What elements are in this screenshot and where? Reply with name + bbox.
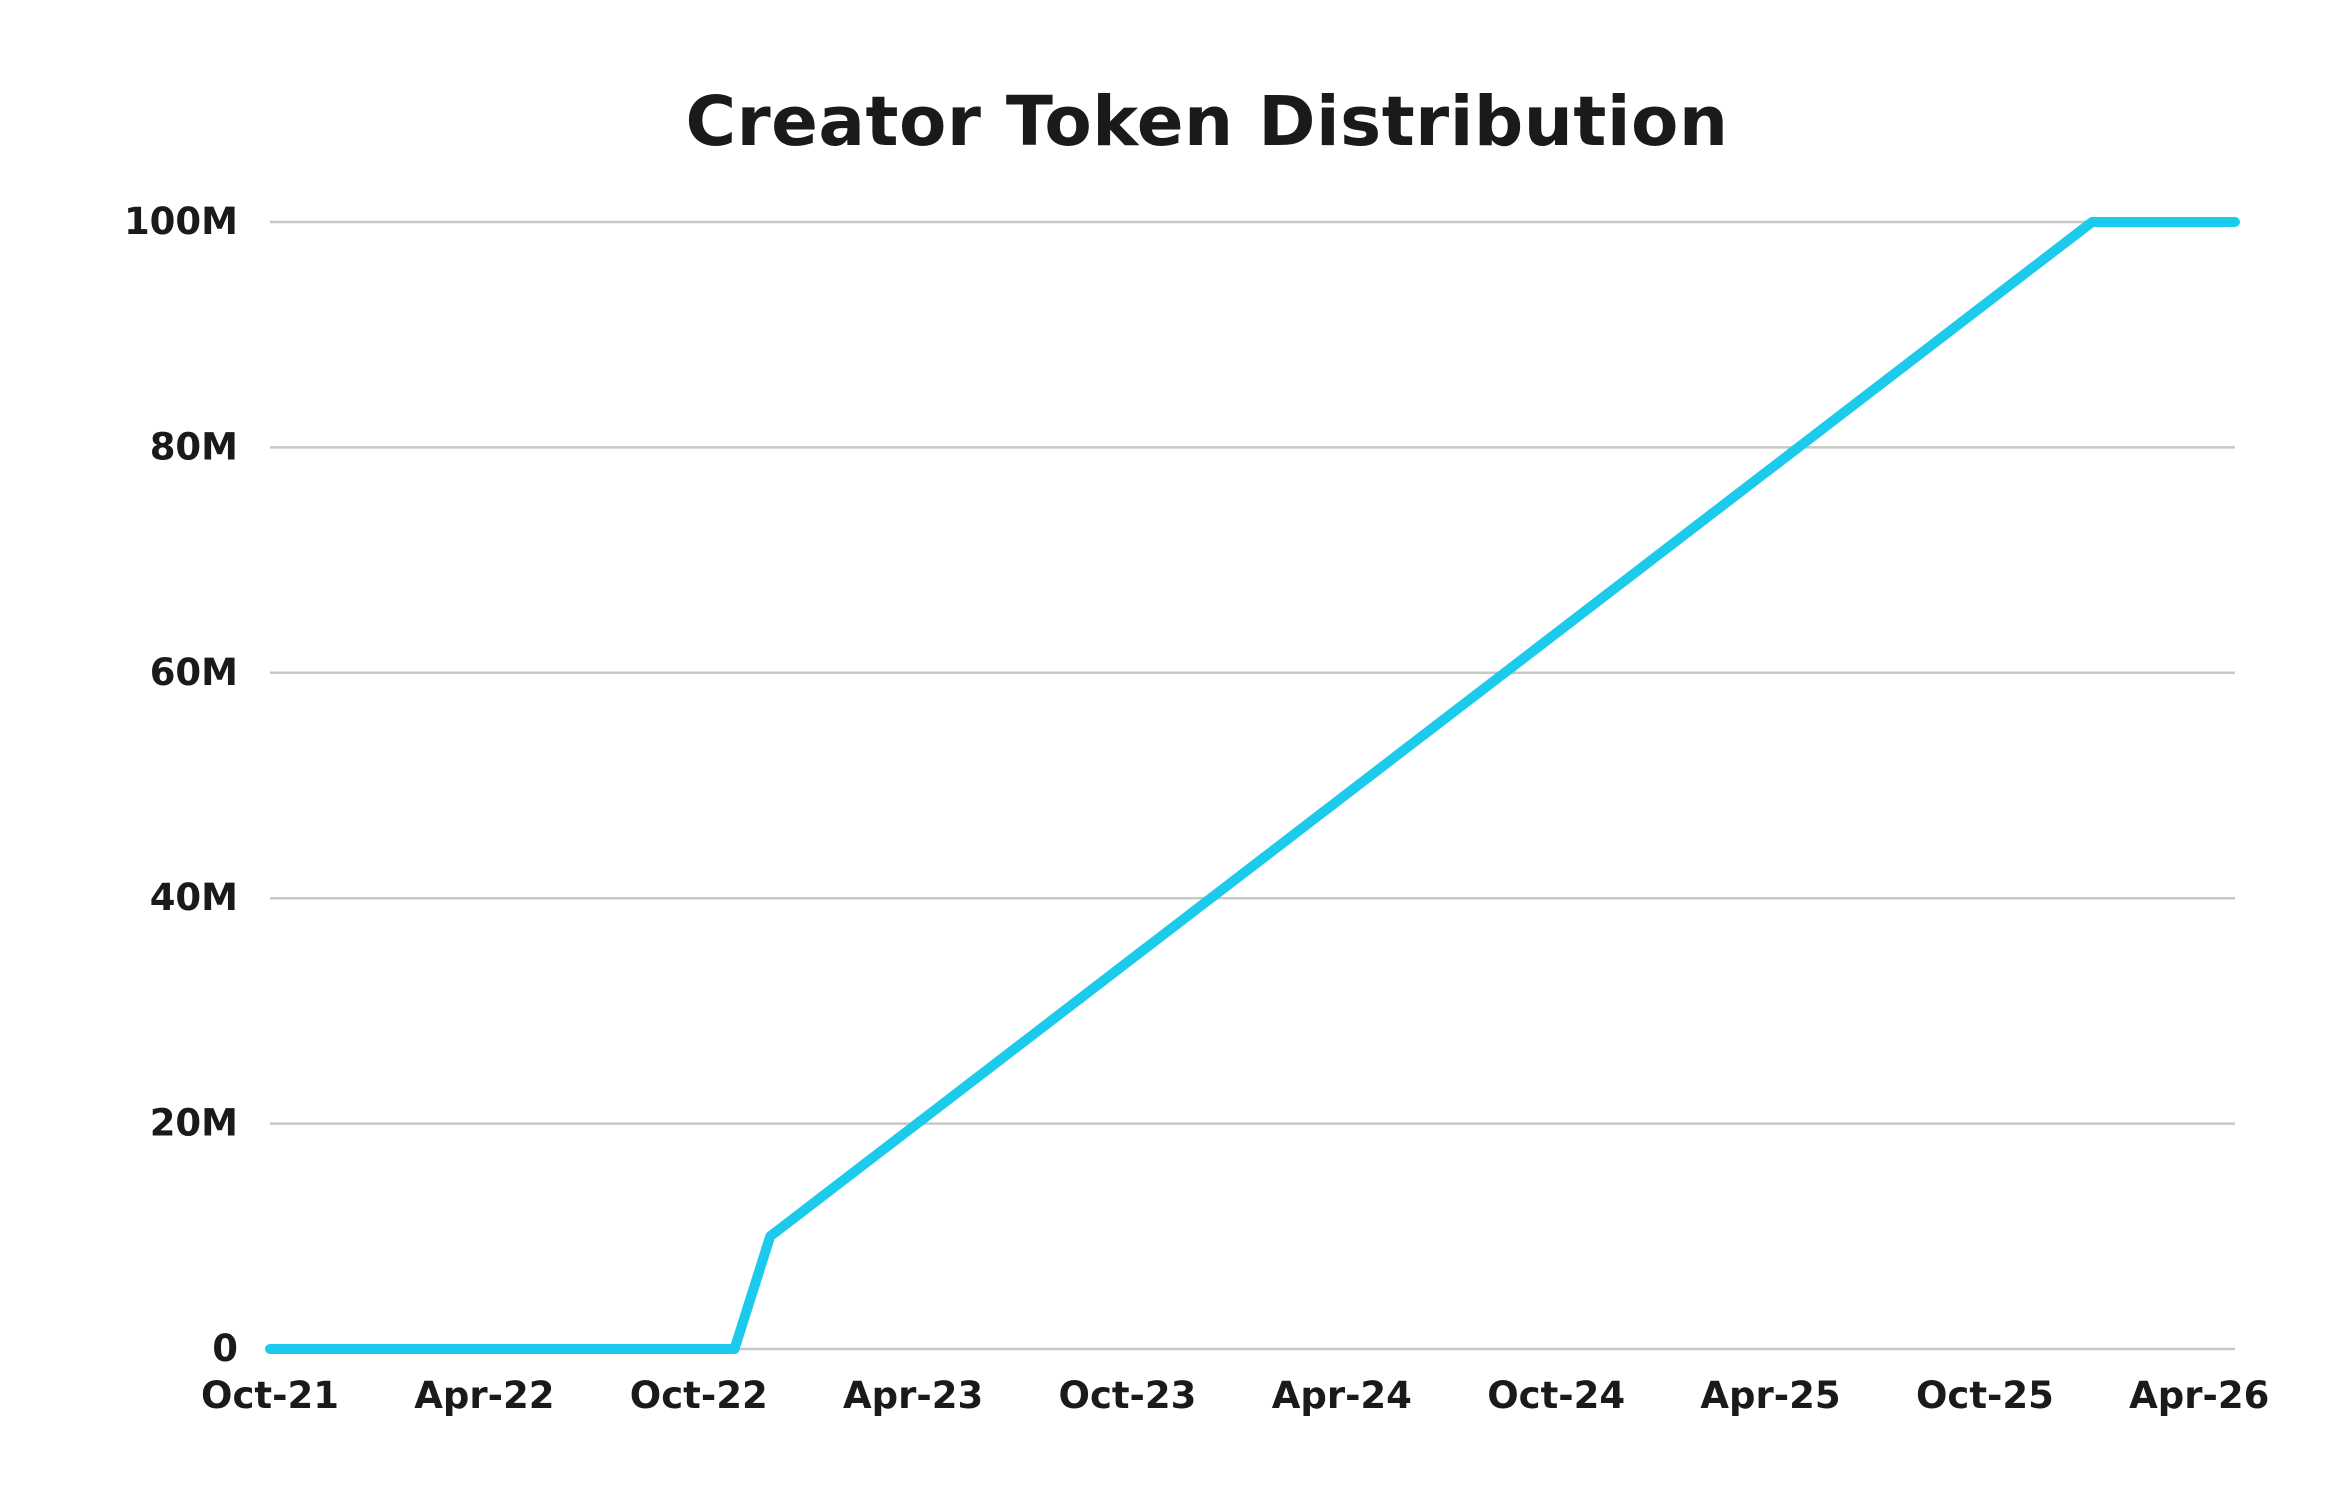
chart-title: Creator Token Distribution <box>685 82 1729 162</box>
x-tick-label: Oct-25 <box>1916 1374 2054 1417</box>
y-tick-label: 0 <box>212 1327 238 1370</box>
x-tick-label: Apr-25 <box>1700 1374 1840 1417</box>
y-tick-label: 40M <box>150 876 238 919</box>
series-line <box>265 217 2240 1354</box>
y-tick-label: 80M <box>150 425 238 468</box>
x-tick-label: Apr-22 <box>414 1374 554 1417</box>
x-tick-label: Oct-21 <box>201 1374 339 1417</box>
y-tick-label: 20M <box>150 1102 238 1145</box>
x-tick-label: Oct-24 <box>1487 1374 1625 1417</box>
x-tick-label: Oct-23 <box>1058 1374 1196 1417</box>
x-tick-label: Apr-24 <box>1272 1374 1412 1417</box>
y-tick-label: 100M <box>124 200 238 243</box>
y-axis: 0 20M 40M 60M 80M 100M <box>124 200 238 1370</box>
x-tick-label: Apr-23 <box>843 1374 983 1417</box>
series-layer <box>265 217 2240 1354</box>
y-tick-label: 60M <box>150 651 238 694</box>
grid-lines <box>270 220 2235 1351</box>
x-axis: Oct-21 Apr-22 Oct-22 Apr-23 Oct-23 Apr-24 Oct-… <box>201 1374 2269 1417</box>
x-tick-label: Apr-26 <box>2129 1374 2269 1417</box>
x-tick-label: Oct-22 <box>630 1374 768 1417</box>
